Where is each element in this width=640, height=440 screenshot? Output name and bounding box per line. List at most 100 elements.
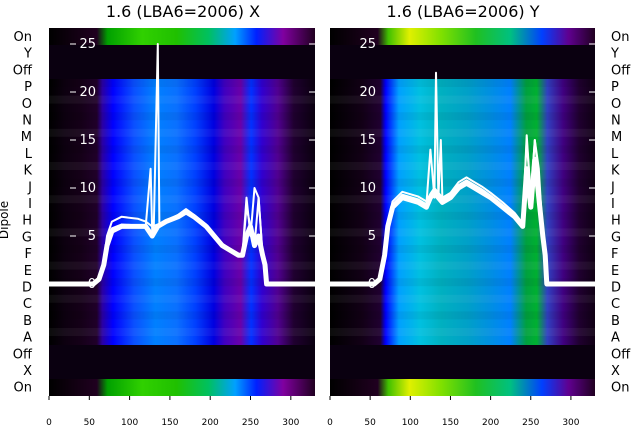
row-label-left: B <box>23 314 32 329</box>
dipole-row-shade <box>330 128 595 137</box>
x-tick-label: 150 <box>161 418 178 428</box>
dipole-row-shade <box>330 245 595 253</box>
x-tick-label: 200 <box>202 418 219 428</box>
band-on-y <box>49 28 315 45</box>
dipole-row-shade <box>330 278 595 287</box>
band-off-y <box>49 45 315 79</box>
dipole-row-shade <box>49 328 315 336</box>
row-label-left: G <box>22 230 32 245</box>
dipole-row-shade <box>49 311 315 320</box>
x-tick-label: 200 <box>482 418 499 428</box>
y-tick-label: 15 <box>359 133 376 148</box>
dipole-row-shade <box>49 245 315 253</box>
dipole-row-shade <box>330 261 595 270</box>
x-tick-label: 100 <box>402 418 419 428</box>
series-line <box>330 71 595 285</box>
row-label-left: L <box>25 147 33 162</box>
row-label-right: On <box>611 30 629 45</box>
x-tick-label: 250 <box>522 418 539 428</box>
x-tick-label: 150 <box>442 418 459 428</box>
heatmap-panel-right: 0 5 10 15 20 250 50 100 150 200 250 300 <box>70 28 595 428</box>
row-label-left: A <box>23 331 32 346</box>
series-line <box>49 43 315 285</box>
x-tick-label: 0 <box>46 418 52 428</box>
dipole-row-shade <box>49 178 315 187</box>
dipole-row-shade <box>49 162 315 170</box>
row-label-right: H <box>611 214 621 229</box>
band-on-x <box>330 379 595 396</box>
row-label-left: On <box>14 381 32 396</box>
y-tick-label: 5 <box>88 229 96 244</box>
row-label-right: I <box>611 197 615 212</box>
row-label-right: B <box>611 314 620 329</box>
band-off-y <box>330 45 595 79</box>
band-off-x <box>330 345 595 379</box>
y-tick-label: 25 <box>359 37 376 52</box>
dipole-row-shade <box>49 195 315 204</box>
dipole-row-shade <box>49 228 315 237</box>
row-label-left: K <box>23 164 32 179</box>
dipole-row-shade <box>49 112 315 121</box>
row-label-left: Off <box>13 347 33 362</box>
row-label-left: X <box>23 364 32 379</box>
row-label-right: P <box>611 80 619 95</box>
band-off-x <box>49 345 315 379</box>
dipole-row-shade <box>49 145 315 154</box>
row-label-right: J <box>610 180 615 195</box>
y-tick-label: 20 <box>359 85 376 100</box>
row-label-right: E <box>611 264 619 279</box>
y-axis-label: Dipole <box>0 201 11 239</box>
dipole-row-shade <box>49 79 315 87</box>
row-label-left: P <box>24 80 32 95</box>
row-label-right: D <box>611 281 621 296</box>
band-on-y <box>330 28 595 45</box>
dipole-row-shade <box>330 112 595 121</box>
y-tick-label: 20 <box>79 85 96 100</box>
row-label-left: C <box>23 297 32 312</box>
y-tick-label: 10 <box>359 181 376 196</box>
row-label-left: H <box>22 214 32 229</box>
chart-title-left: 1.6 (LBA6=2006) X <box>106 2 260 21</box>
row-label-right: O <box>611 97 621 112</box>
x-tick-label: 300 <box>282 418 299 428</box>
dipole-row-shade <box>330 195 595 204</box>
row-label-right: C <box>611 297 620 312</box>
row-label-right: A <box>611 331 620 346</box>
row-label-left: M <box>21 130 32 145</box>
y-tick-label: 10 <box>79 181 96 196</box>
x-tick-label: 300 <box>562 418 579 428</box>
dipole-row-shade <box>49 95 315 104</box>
row-label-left: Y <box>23 47 32 62</box>
dipole-row-shade <box>49 294 315 303</box>
x-tick-label: 50 <box>84 418 96 428</box>
x-tick-label: 50 <box>364 418 376 428</box>
dipole-row-shade <box>49 278 315 287</box>
row-label-right: N <box>611 114 621 129</box>
x-tick-label: 0 <box>327 418 333 428</box>
row-label-right: Y <box>610 47 619 62</box>
row-label-left: Off <box>13 63 33 78</box>
row-label-left: I <box>28 197 32 212</box>
row-label-right: Off <box>611 63 631 78</box>
x-tick-label: 100 <box>121 418 138 428</box>
row-label-right: On <box>611 381 629 396</box>
row-label-right: L <box>611 147 619 162</box>
row-label-left: F <box>25 247 32 262</box>
x-tick-label: 250 <box>242 418 259 428</box>
dipole-row-shade <box>330 328 595 336</box>
row-label-left: J <box>27 180 32 195</box>
y-tick-label: 5 <box>368 229 376 244</box>
row-label-right: M <box>611 130 622 145</box>
band-on-x <box>49 379 315 396</box>
dipole-row-shade <box>330 145 595 154</box>
row-label-left: On <box>14 30 32 45</box>
row-label-left: D <box>22 281 32 296</box>
dipole-row-shade <box>49 128 315 137</box>
dipole-row-shade <box>330 311 595 320</box>
dipole-row-shade <box>330 95 595 104</box>
y-tick-label: 15 <box>79 133 96 148</box>
dipole-row-shade <box>330 228 595 237</box>
